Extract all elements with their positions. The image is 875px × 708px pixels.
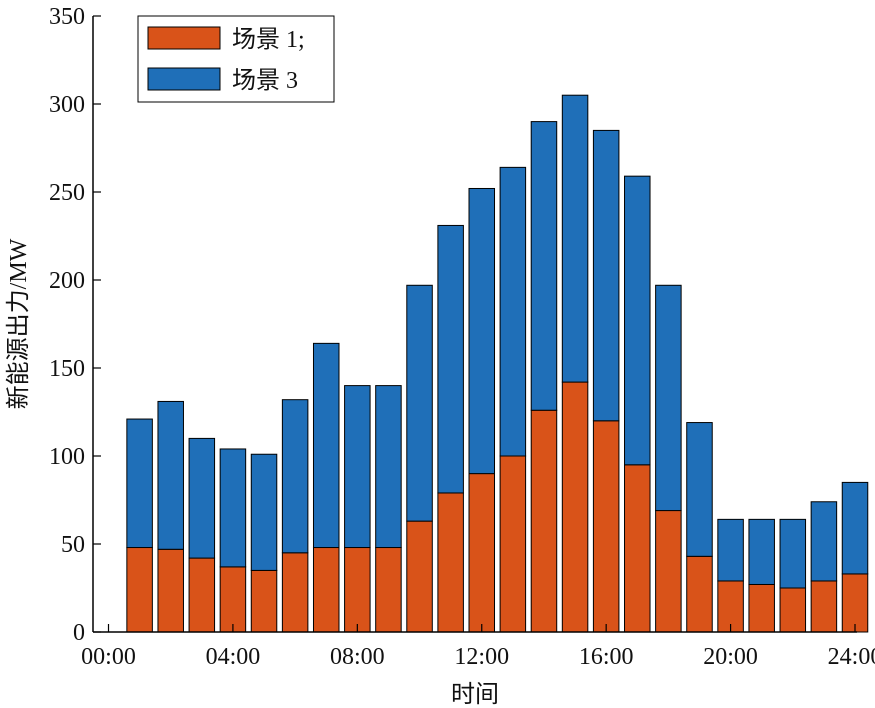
y-ticks: 0 50 100 150 200 250 300 350 xyxy=(49,4,101,646)
y-axis-label: 新能源出力/MW xyxy=(5,238,32,409)
bar-series-1-x-6 xyxy=(281,552,309,633)
x-axis-label: 时间 xyxy=(451,681,499,708)
axes xyxy=(92,16,857,633)
x-tick-label-12: 12:00 xyxy=(454,644,509,670)
y-tick-label-150: 150 xyxy=(49,356,85,382)
y-tick-label-300: 300 xyxy=(49,92,85,118)
legend: 场景 1; 场景 3 xyxy=(137,15,335,103)
bar-series-2-x-20 xyxy=(717,518,744,582)
bar-series-1-x-3 xyxy=(188,557,216,633)
bar-series-1-x-9 xyxy=(375,547,402,633)
x-tick-label-0: 00:00 xyxy=(81,644,136,670)
bar-series-2-x-21 xyxy=(748,518,775,585)
bar-series-2-x-12 xyxy=(468,187,496,475)
bar-series-1-x-18 xyxy=(655,510,682,633)
y-tick-label-200: 200 xyxy=(49,268,85,294)
bar-series-2-x-5 xyxy=(250,453,278,571)
bar-series-1-x-15 xyxy=(561,381,589,633)
legend-swatch-scenario-1 xyxy=(147,26,221,50)
bar-series-1-x-19 xyxy=(686,555,713,633)
bar-series-2-x-1 xyxy=(126,418,153,549)
bar-series-2-x-6 xyxy=(281,399,309,554)
bar-series-2-x-11 xyxy=(437,224,464,494)
bar-series-2-x-17 xyxy=(624,175,651,466)
bar-series-2-x-7 xyxy=(312,342,340,549)
legend-swatch-scenario-3 xyxy=(147,67,221,91)
x-tick-label-20: 20:00 xyxy=(703,644,758,670)
bar-series-2-x-18 xyxy=(655,284,682,512)
bar-series-2-x-4 xyxy=(219,448,247,568)
bar-series-2-x-3 xyxy=(188,437,216,559)
bar-series-2-x-2 xyxy=(157,400,184,550)
bar-series-1-x-1 xyxy=(126,547,153,633)
bar-series-1-x-16 xyxy=(592,420,620,633)
bar-series-1-x-7 xyxy=(312,547,340,633)
bar-series-1-x-21 xyxy=(748,583,775,633)
bar-series-1-x-20 xyxy=(717,580,744,633)
x-tick-label-16: 16:00 xyxy=(579,644,634,670)
bar-series-2-x-22 xyxy=(779,518,807,589)
bar-series-1-x-2 xyxy=(157,548,184,633)
bar-series-1-x-24 xyxy=(841,573,869,633)
x-tick-label-4: 04:00 xyxy=(206,644,261,670)
y-tick-label-50: 50 xyxy=(61,532,85,558)
bar-series-2-x-23 xyxy=(810,501,838,582)
bar-series-1-x-22 xyxy=(779,587,807,633)
bar-series-2-x-24 xyxy=(841,481,869,575)
legend-label-scenario-1: 场景 1; xyxy=(232,27,305,53)
bar-series-2-x-8 xyxy=(344,385,371,549)
bar-series-1-x-4 xyxy=(219,566,247,633)
bar-series-2-x-15 xyxy=(561,94,589,383)
x-ticks: 00:00 04:00 08:00 12:00 16:00 20:00 24:00 xyxy=(81,624,875,670)
x-tick-label-24: 24:00 xyxy=(828,644,875,670)
bar-series-1-x-17 xyxy=(624,464,651,633)
y-tick-label-0: 0 xyxy=(73,620,85,646)
y-tick-label-100: 100 xyxy=(49,444,85,470)
bar-layer xyxy=(126,94,869,633)
bar-series-2-x-13 xyxy=(499,166,527,457)
bar-series-2-x-14 xyxy=(530,121,558,411)
y-tick-label-250: 250 xyxy=(49,180,85,206)
bar-series-1-x-10 xyxy=(406,520,433,633)
bar-series-2-x-10 xyxy=(406,284,433,522)
bar-series-1-x-5 xyxy=(250,569,278,633)
bar-series-2-x-9 xyxy=(375,385,402,549)
bar-series-1-x-23 xyxy=(810,580,838,633)
legend-label-scenario-3: 场景 3 xyxy=(232,68,298,94)
bar-series-1-x-11 xyxy=(437,492,464,633)
x-tick-label-8: 08:00 xyxy=(330,644,385,670)
y-tick-label-350: 350 xyxy=(49,4,85,30)
bar-series-1-x-13 xyxy=(499,455,527,633)
bar-series-2-x-19 xyxy=(686,422,713,557)
bar-series-1-x-8 xyxy=(344,547,371,633)
bar-series-2-x-16 xyxy=(592,129,620,422)
bar-series-1-x-12 xyxy=(468,473,496,633)
bar-series-1-x-14 xyxy=(530,409,558,633)
